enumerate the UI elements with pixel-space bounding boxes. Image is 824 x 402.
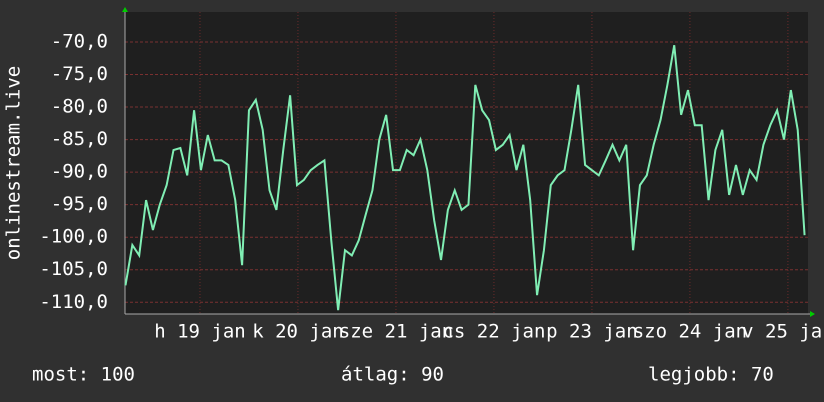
y-tick-label: -85,0 (51, 128, 108, 150)
x-tick-label: cs 22 jan (442, 321, 545, 343)
footer-most: most: 100 (32, 364, 135, 386)
x-tick-label: k 20 jan (252, 321, 344, 343)
plot-area (125, 12, 808, 314)
y-axis-label: onlinestream.live (3, 66, 25, 260)
y-tick-label: -90,0 (51, 161, 108, 183)
y-tick-label: -70,0 (51, 30, 108, 52)
y-tick-label: -110,0 (39, 291, 108, 313)
x-tick-label: v 25 jan (742, 321, 824, 343)
y-tick-label: -95,0 (51, 193, 108, 215)
y-tick-label: -80,0 (51, 96, 108, 118)
x-tick-label: szo 24 jan (633, 321, 747, 343)
footer-avg: átlag: 90 (341, 364, 444, 386)
x-tick-label: h 19 jan (154, 321, 246, 343)
data-line (124, 45, 806, 311)
x-arrow (810, 311, 815, 317)
x-tick-label: p 23 jan (546, 321, 638, 343)
y-tick-label: -105,0 (39, 258, 108, 280)
y-tick-label: -100,0 (39, 226, 108, 248)
y-tick-label: -75,0 (51, 63, 108, 85)
y-arrow (122, 7, 128, 12)
x-tick-label: sze 21 jan (339, 321, 453, 343)
grid (125, 12, 808, 314)
footer-best: legjobb: 70 (648, 364, 774, 386)
